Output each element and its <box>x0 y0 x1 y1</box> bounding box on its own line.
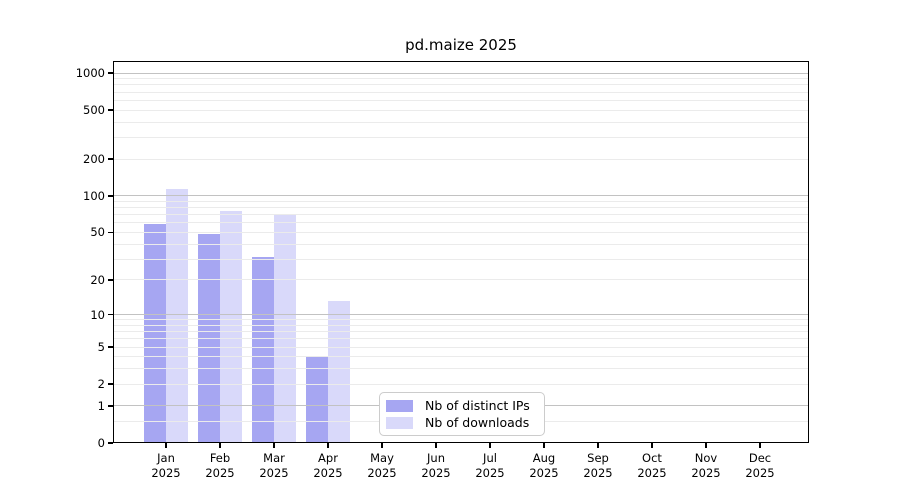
x-tick-sep <box>597 443 599 448</box>
y-tick-20 <box>108 279 113 281</box>
gridline-minor-800 <box>114 84 808 86</box>
x-tick-dec <box>759 443 761 448</box>
gridline-minor-3 <box>114 368 808 370</box>
bar-nb-of-distinct-ips-mar <box>251 256 274 443</box>
x-tick-jul <box>489 443 491 448</box>
x-tick-feb <box>219 443 221 448</box>
x-tick-nov <box>705 443 707 448</box>
gridline-minor-700 <box>114 91 808 93</box>
gridline-minor-900 <box>114 78 808 80</box>
x-tick-label-sep: Sep 2025 <box>583 451 613 480</box>
gridline-major-100 <box>114 195 808 197</box>
gridline-minor-70 <box>114 214 808 216</box>
gridline-minor-60 <box>114 222 808 224</box>
y-tick-500 <box>108 109 113 111</box>
y-tick-label-1: 1 <box>97 398 105 413</box>
chart-title: pd.maize 2025 <box>405 36 517 54</box>
bar-nb-of-distinct-ips-feb <box>197 234 220 443</box>
legend-label-distinct-ips: Nb of distinct IPs <box>425 398 530 413</box>
y-tick-label-500: 500 <box>83 103 105 118</box>
bar-nb-of-downloads-jan <box>165 188 188 443</box>
y-tick-1000 <box>108 72 113 74</box>
x-tick-label-jul: Jul 2025 <box>475 451 505 480</box>
legend-item-downloads: Nb of downloads <box>386 415 536 430</box>
gridline-minor-9 <box>114 319 808 321</box>
legend-item-distinct-ips: Nb of distinct IPs <box>386 398 536 413</box>
bar-nb-of-downloads-mar <box>273 214 296 443</box>
x-tick-apr <box>327 443 329 448</box>
x-tick-label-apr: Apr 2025 <box>313 451 343 480</box>
legend-swatch-downloads-icon <box>386 416 413 429</box>
y-tick-label-0: 0 <box>97 436 105 450</box>
gridline-minor-200 <box>114 158 808 160</box>
x-tick-label-may: May 2025 <box>367 451 397 480</box>
y-tick-label-100: 100 <box>83 188 105 203</box>
gridline-major-1000 <box>114 72 808 74</box>
y-tick-5 <box>108 346 113 348</box>
bar-nb-of-distinct-ips-jan <box>143 224 166 443</box>
gridline-minor-2 <box>114 383 808 385</box>
gridline-minor-4 <box>114 356 808 358</box>
x-tick-label-aug: Aug 2025 <box>529 451 559 480</box>
x-tick-mar <box>273 443 275 448</box>
x-tick-label-jan: Jan 2025 <box>151 451 181 480</box>
x-tick-jan <box>165 443 167 448</box>
gridline-minor-40 <box>114 243 808 245</box>
x-tick-label-nov: Nov 2025 <box>691 451 721 480</box>
y-tick-label-200: 200 <box>83 152 105 167</box>
gridline-minor-30 <box>114 258 808 260</box>
y-tick-1 <box>108 405 113 407</box>
y-tick-label-50: 50 <box>90 225 105 240</box>
gridline-minor-20 <box>114 279 808 281</box>
y-tick-50 <box>108 231 113 234</box>
y-tick-0 <box>108 442 113 444</box>
bar-nb-of-downloads-apr <box>327 301 350 443</box>
gridline-minor-500 <box>114 109 808 111</box>
bar-nb-of-downloads-feb <box>219 210 242 443</box>
gridline-minor-90 <box>114 200 808 202</box>
x-tick-label-oct: Oct 2025 <box>637 451 667 480</box>
gridline-minor-8 <box>114 324 808 326</box>
gridline-minor-400 <box>114 121 808 123</box>
y-tick-label-10: 10 <box>90 307 105 322</box>
x-tick-label-mar: Mar 2025 <box>259 451 289 480</box>
x-tick-aug <box>543 443 545 448</box>
x-tick-label-jun: Jun 2025 <box>421 451 451 480</box>
plot-area <box>113 61 809 443</box>
y-tick-200 <box>108 158 113 160</box>
gridline-minor-300 <box>114 136 808 138</box>
gridline-minor-6 <box>114 338 808 340</box>
x-tick-jun <box>435 443 437 448</box>
y-tick-2 <box>108 383 113 385</box>
legend-label-downloads: Nb of downloads <box>425 415 530 430</box>
x-tick-label-dec: Dec 2025 <box>745 451 775 480</box>
x-tick-label-feb: Feb 2025 <box>205 451 235 480</box>
gridline-major-10 <box>114 314 808 316</box>
y-tick-10 <box>108 313 113 316</box>
gridline-minor-5 <box>114 346 808 348</box>
gridline-minor-7 <box>114 331 808 333</box>
legend: Nb of distinct IPs Nb of downloads <box>379 392 545 436</box>
gridline-minor-50 <box>114 231 808 233</box>
x-tick-may <box>381 443 383 448</box>
y-tick-label-2: 2 <box>97 377 105 392</box>
y-tick-label-20: 20 <box>90 272 105 287</box>
y-tick-100 <box>108 195 113 197</box>
x-tick-oct <box>651 443 653 448</box>
gridline-minor-600 <box>114 99 808 101</box>
y-tick-label-5: 5 <box>97 340 105 355</box>
legend-swatch-distinct-ips-icon <box>386 399 413 412</box>
y-tick-label-1000: 1000 <box>75 66 105 81</box>
gridline-minor-80 <box>114 207 808 209</box>
